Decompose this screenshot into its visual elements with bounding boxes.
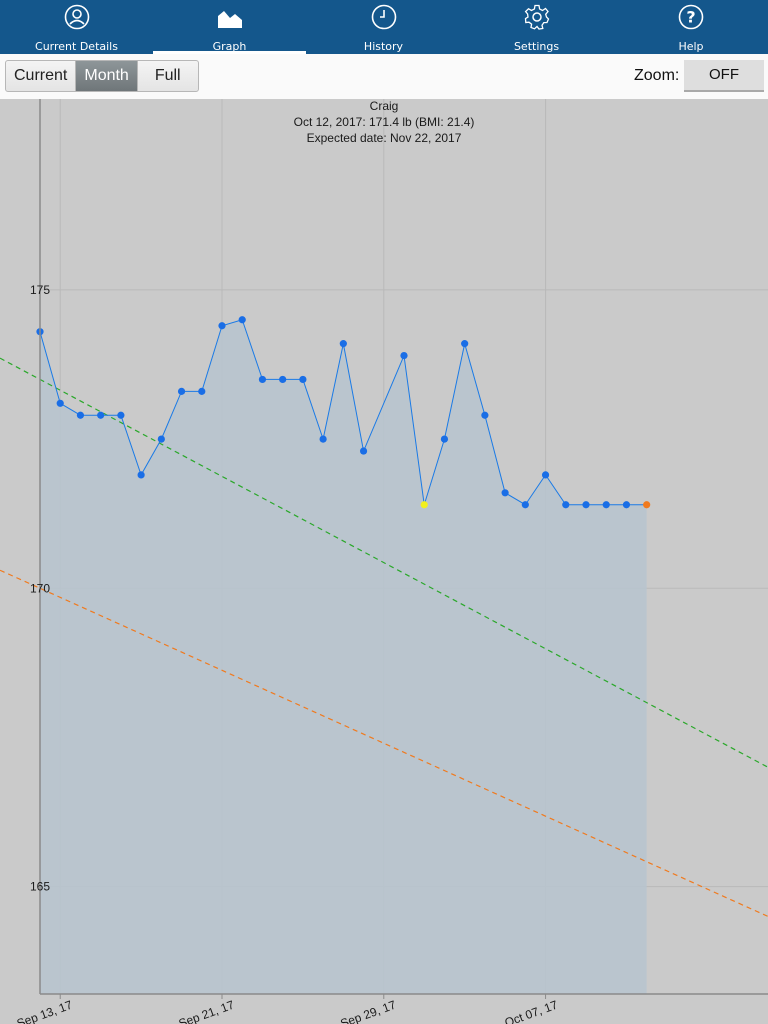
data-point [339,340,347,348]
y-tick-label: 165 [30,880,50,894]
data-point [198,387,206,395]
range-full-button[interactable]: Full [154,67,181,84]
data-point [137,471,145,479]
tab-graph[interactable]: Graph [153,0,306,54]
tab-label: Help [678,40,704,53]
current-data-point [643,501,651,509]
data-point [238,316,246,324]
person-icon [0,0,153,34]
data-point [602,501,610,509]
tab-label: Graph [212,40,247,53]
zoom-toggle-button[interactable]: OFF [684,60,764,92]
data-point [97,411,105,419]
data-point [562,501,570,509]
data-point [541,471,550,479]
data-point [258,375,267,384]
help-icon: ? [614,0,768,34]
chart-expected-date: Expected date: Nov 22, 2017 [307,131,462,145]
graph-toolbar: Current Month Full Zoom: OFF [0,54,768,100]
clock-icon [307,0,460,34]
active-tab-indicator [153,51,306,54]
data-point [521,501,529,509]
tab-bar: Current Details Graph History Settings ?… [0,0,768,54]
gear-icon [460,0,613,34]
tab-label: History [363,40,404,53]
data-point [582,501,590,509]
tab-help[interactable]: ? Help [614,0,768,54]
chart-subtitle: Oct 12, 2017: 171.4 lb (BMI: 21.4) [294,115,475,129]
data-point [157,435,165,443]
data-point [117,411,125,419]
tab-current-details[interactable]: Current Details [0,0,153,54]
range-selector: Current Month Full [5,60,199,92]
y-tick-label: 175 [30,283,50,297]
data-point [359,447,368,455]
data-point [440,435,449,443]
data-point [218,322,226,330]
tab-label: Current Details [35,40,118,53]
data-point [279,375,287,384]
data-point [76,411,85,419]
data-point [177,387,186,395]
tab-settings[interactable]: Settings [460,0,613,54]
chart-title: Craig [370,99,399,113]
data-point [56,399,64,407]
data-point [461,340,469,348]
y-tick-label: 170 [30,581,50,595]
graph-icon [153,0,306,34]
data-point [622,501,631,509]
target-line [0,569,768,917]
trend-line [0,357,768,768]
weight-points [36,316,651,509]
tab-label: Settings [513,40,560,53]
zoom-label: Zoom: [634,67,680,84]
range-current-button[interactable]: Current [6,61,77,91]
svg-text:?: ? [686,8,695,27]
data-point [400,351,408,360]
weight-series-line [39,319,647,506]
data-point [319,435,327,443]
y-tick-labels: 165 170 175 [30,283,50,894]
weight-area-fill [40,319,647,994]
data-point [299,375,307,384]
range-month-button[interactable]: Month [76,61,138,91]
data-point [481,411,489,419]
tab-history[interactable]: History [307,0,460,54]
data-point [501,489,509,497]
lowest-data-point [420,501,428,509]
